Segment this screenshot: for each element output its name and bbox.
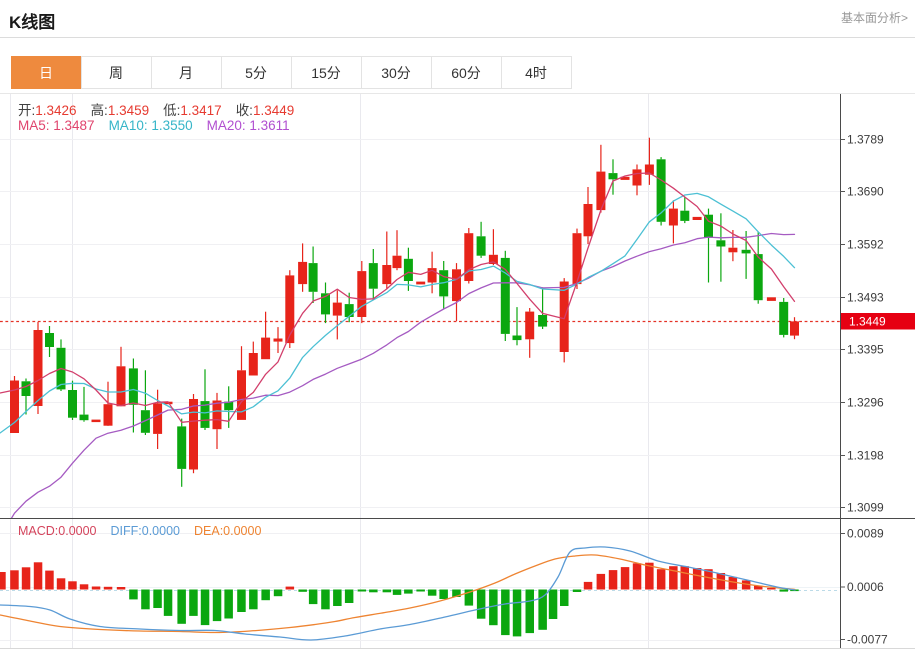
svg-text:1.3099: 1.3099 bbox=[847, 501, 884, 515]
svg-text:1.3395: 1.3395 bbox=[847, 343, 884, 357]
svg-text:0.0006: 0.0006 bbox=[847, 580, 884, 594]
svg-text:1.3198: 1.3198 bbox=[847, 449, 884, 463]
svg-text:0.0089: 0.0089 bbox=[847, 527, 884, 541]
svg-text:1.3493: 1.3493 bbox=[847, 291, 884, 305]
svg-text:1.3690: 1.3690 bbox=[847, 185, 884, 199]
svg-text:1.3789: 1.3789 bbox=[847, 133, 884, 147]
svg-text:1.3296: 1.3296 bbox=[847, 396, 884, 410]
svg-text:-0.0077: -0.0077 bbox=[847, 633, 888, 647]
svg-text:1.3449: 1.3449 bbox=[849, 315, 886, 329]
svg-text:1.3592: 1.3592 bbox=[847, 238, 884, 252]
